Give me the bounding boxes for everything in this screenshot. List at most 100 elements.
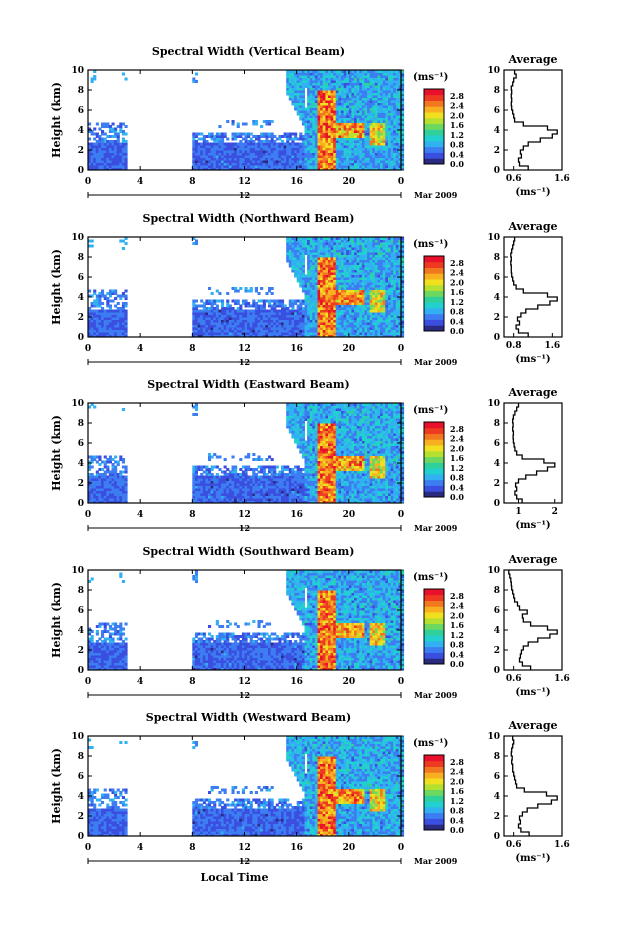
heatmap-cell <box>307 80 311 83</box>
heatmap-cell <box>382 294 386 298</box>
heatmap-cell <box>356 264 360 268</box>
heatmap-cell <box>257 167 261 171</box>
heatmap-cell <box>288 247 292 250</box>
heatmap-cell <box>236 309 240 313</box>
heatmap-cell <box>348 77 352 81</box>
heatmap-cell <box>320 122 324 126</box>
heatmap-cell <box>348 262 352 265</box>
heatmap-cell <box>106 314 110 318</box>
heatmap-cell <box>90 329 94 333</box>
heatmap-cell <box>283 327 287 330</box>
heatmap-cell <box>330 237 334 240</box>
heatmap-cell <box>210 132 214 136</box>
heatmap-cell <box>367 287 371 290</box>
heatmap-cell <box>312 259 316 263</box>
heatmap-cell <box>341 77 345 81</box>
heatmap-cell <box>317 327 321 330</box>
heatmap-cell <box>382 140 386 143</box>
heatmap-cell <box>372 252 376 255</box>
heatmap-cell <box>343 277 347 280</box>
heatmap-cell <box>380 237 384 240</box>
heatmap-cell <box>369 155 373 158</box>
heatmap-cell <box>304 135 308 138</box>
heatmap-cell <box>205 155 209 158</box>
heatmap-cell <box>312 257 316 260</box>
heatmap-cell <box>252 152 256 156</box>
heatmap-cell <box>351 267 355 270</box>
heatmap-cell <box>114 157 118 161</box>
heatmap-cell <box>372 244 376 248</box>
heatmap-cell <box>288 329 292 333</box>
heatmap-cell <box>208 287 212 290</box>
heatmap-cell <box>239 287 243 290</box>
heatmap-cell <box>333 130 337 133</box>
heatmap-cell <box>385 247 389 250</box>
heatmap-cell <box>359 239 363 243</box>
heatmap-cell <box>351 289 355 293</box>
heatmap-cell <box>395 140 399 143</box>
heatmap-cell <box>351 85 355 88</box>
heatmap-cell <box>367 152 371 156</box>
heatmap-cell <box>369 239 373 243</box>
heatmap-cell <box>382 247 386 250</box>
heatmap-cell <box>218 160 222 163</box>
heatmap-cell <box>317 329 321 333</box>
heatmap-cell <box>380 299 384 303</box>
heatmap-cell <box>299 92 303 96</box>
heatmap-cell <box>288 150 292 153</box>
heatmap-cell <box>205 157 209 161</box>
heatmap-cell <box>314 334 318 338</box>
heatmap-cell <box>309 257 313 260</box>
heatmap-cell <box>301 72 305 76</box>
heatmap-cell <box>257 312 261 315</box>
heatmap-cell <box>380 115 384 118</box>
heatmap-cell <box>221 322 225 325</box>
heatmap-cell <box>382 252 386 255</box>
heatmap-cell <box>192 137 196 141</box>
heatmap-cell <box>367 142 371 146</box>
heatmap-cell <box>234 142 238 146</box>
heatmap-cell <box>393 122 397 126</box>
heatmap-cell <box>309 267 313 270</box>
heatmap-cell <box>320 145 324 148</box>
heatmap-cell <box>314 120 318 123</box>
heatmap-cell <box>309 294 313 298</box>
heatmap-cell <box>388 142 392 146</box>
heatmap-cell <box>281 329 285 333</box>
heatmap-cell <box>356 142 360 146</box>
heatmap-cell <box>361 309 365 313</box>
heatmap-cell <box>244 317 248 320</box>
heatmap-cell <box>314 110 318 113</box>
heatmap-cell <box>309 85 313 88</box>
heatmap-cell <box>228 312 232 315</box>
heatmap-cell <box>401 145 405 148</box>
heatmap-cell <box>281 312 285 315</box>
heatmap-cell <box>307 252 311 255</box>
heatmap-cell <box>346 317 350 320</box>
heatmap-cell <box>346 82 350 86</box>
heatmap-cell <box>88 130 92 133</box>
heatmap-cell <box>317 75 321 78</box>
heatmap-cell <box>213 329 217 333</box>
heatmap-cell <box>346 162 350 166</box>
heatmap-cell <box>299 152 303 156</box>
heatmap-cell <box>192 157 196 161</box>
heatmap-cell <box>111 127 115 131</box>
heatmap-cell <box>114 324 118 328</box>
heatmap-cell <box>372 327 376 330</box>
heatmap-cell <box>309 150 313 153</box>
heatmap-cell <box>200 162 204 166</box>
heatmap-cell <box>385 85 389 88</box>
heatmap-cell <box>333 289 337 293</box>
x-tick-label: 0 <box>398 177 404 187</box>
heatmap-cell <box>356 110 360 113</box>
heatmap-cell <box>320 317 324 320</box>
heatmap-cell <box>390 165 394 168</box>
heatmap-cell <box>260 140 264 143</box>
heatmap-cell <box>314 87 318 91</box>
heatmap-cell <box>314 327 318 330</box>
heatmap-cell <box>309 299 313 303</box>
heatmap-cell <box>90 244 94 248</box>
heatmap-cell <box>364 244 368 248</box>
heatmap-cell <box>401 72 405 76</box>
